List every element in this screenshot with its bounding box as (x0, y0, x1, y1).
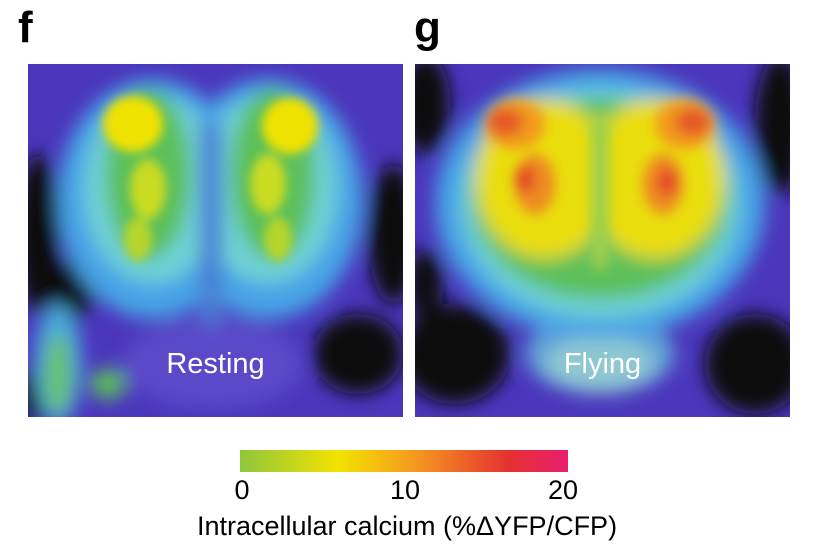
panel-caption-flying: Flying (563, 348, 642, 380)
panel-caption-resting: Resting (166, 348, 265, 380)
colorbar (240, 450, 568, 472)
flying-brain-image: Flying (415, 64, 790, 417)
resting-brain-image: Resting (28, 64, 403, 417)
colorbar-tick-0: 0 (234, 475, 250, 505)
colorbar-tick-20: 20 (547, 475, 579, 505)
colorbar-tick-10: 10 (389, 475, 421, 505)
colorbar-label: Intracellular calcium (%ΔYFP/CFP) (196, 511, 618, 541)
panel-letter-f: f (18, 3, 33, 52)
panel-letter-g: g (414, 3, 441, 52)
